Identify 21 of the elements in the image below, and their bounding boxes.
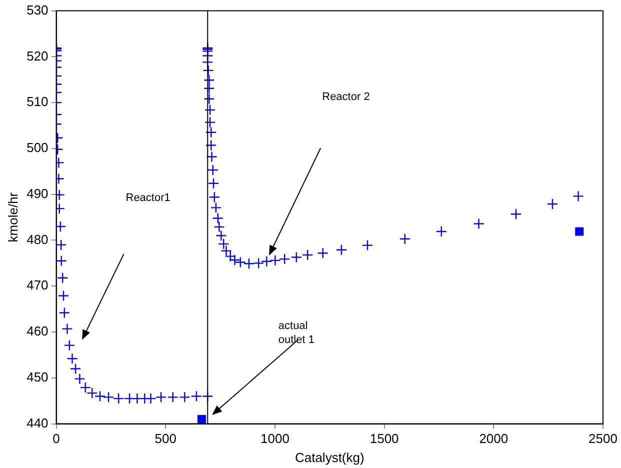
- x-axis-title: Catalyst(kg): [294, 450, 364, 465]
- y-axis-title: kmole/hr: [5, 192, 20, 242]
- x-tick-label: 2000: [479, 431, 508, 446]
- x-tick-label: 0: [52, 431, 60, 446]
- y-tick-label: 500: [26, 140, 48, 156]
- x-tick-label: 500: [154, 431, 176, 446]
- y-tick-label: 530: [26, 2, 48, 18]
- y-tick-label: 450: [26, 369, 48, 384]
- annotation: actual outlet 1: [278, 319, 316, 348]
- x-tick-label: 1000: [260, 431, 290, 446]
- y-tick-label: 490: [26, 186, 48, 201]
- y-tick-label: 470: [26, 278, 48, 293]
- annotation: Reactor1: [126, 190, 172, 205]
- x-tick-label: 2500: [588, 431, 618, 446]
- y-tick-label: 480: [26, 232, 48, 247]
- y-tick-label: 510: [26, 94, 48, 110]
- y-tick-label: 440: [26, 415, 48, 430]
- y-tick-label: 460: [26, 324, 48, 339]
- y-tick-label: 520: [26, 48, 48, 64]
- x-tick-label: 1500: [370, 431, 399, 446]
- annotation: Reactor 2: [322, 90, 371, 104]
